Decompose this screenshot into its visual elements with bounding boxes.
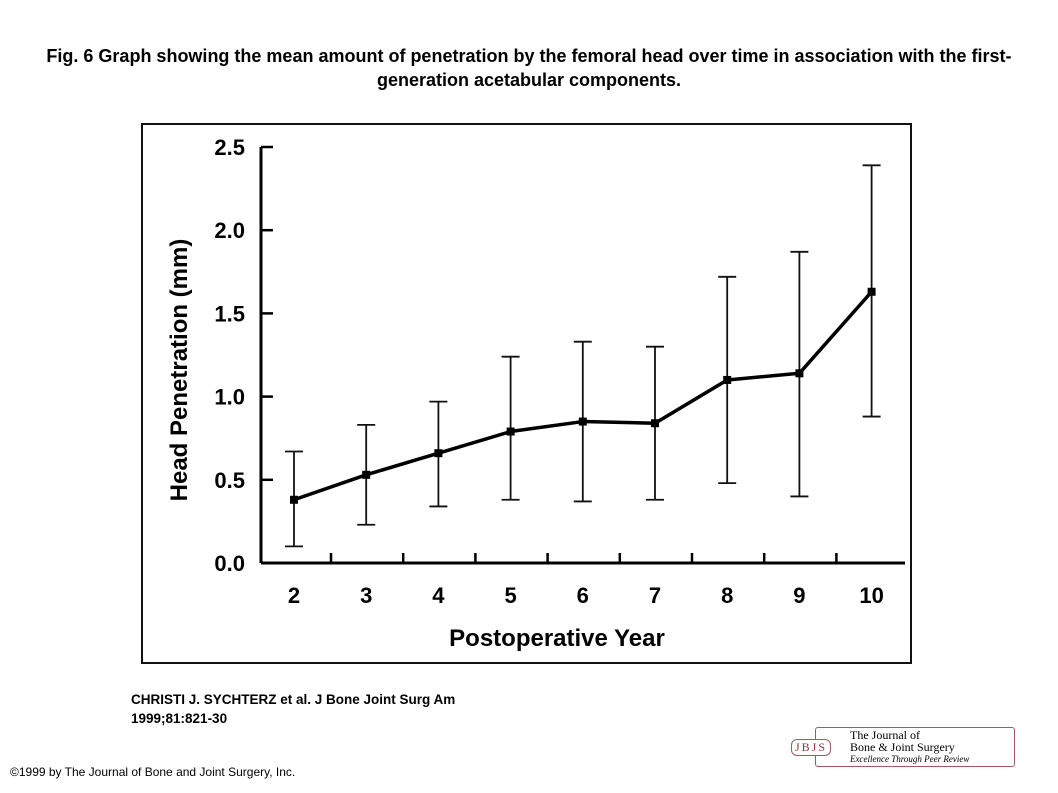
- y-tick-label: 0.0: [214, 551, 245, 576]
- jbjs-logo: JBJS The Journal of Bone & Joint Surgery…: [763, 727, 1018, 771]
- x-tick-label: 2: [288, 583, 300, 608]
- x-tick-label: 6: [577, 583, 589, 608]
- chart-frame: 0.0 0.5 1.0 1.5 2.0 2.5 2 3 4 5 6 7 8 9 10 Postoperativ…: [141, 123, 912, 664]
- figure-caption: Fig. 6 Graph showing the mean amount of …: [46, 46, 1012, 90]
- data-point: [362, 470, 371, 479]
- x-tick-label: 4: [432, 583, 445, 608]
- y-tick-label: 0.5: [214, 468, 245, 493]
- y-tick-label: 2.5: [214, 135, 245, 160]
- x-axis-title: Postoperative Year: [449, 625, 665, 652]
- data-point: [434, 449, 443, 458]
- logo-line-3: Excellence Through Peer Review: [850, 754, 970, 764]
- data-point: [290, 495, 298, 504]
- logo-line-1: The Journal of: [850, 728, 920, 742]
- logo-line-2: Bone & Joint Surgery: [850, 740, 955, 754]
- data-point: [506, 427, 515, 436]
- x-tick-label: 7: [649, 583, 661, 608]
- x-tick-label: 5: [504, 583, 516, 608]
- y-tick-label: 1.5: [214, 301, 245, 326]
- x-tick-label: 9: [793, 583, 805, 608]
- data-point: [723, 375, 732, 384]
- y-axis-title: Head Penetration (mm): [166, 239, 193, 502]
- x-tick-label: 10: [859, 583, 883, 608]
- x-tick-label: 3: [360, 583, 372, 608]
- y-tick-label: 2.0: [214, 218, 245, 243]
- copyright-text: ©1999 by The Journal of Bone and Joint S…: [10, 765, 296, 779]
- citation: CHRISTI J. SYCHTERZ et al. J Bone Joint …: [131, 690, 455, 728]
- data-point: [651, 419, 659, 428]
- citation-volume: 1999;81:821-30: [131, 711, 228, 726]
- penetration-chart: 0.0 0.5 1.0 1.5 2.0 2.5 2 3 4 5 6 7 8 9 10 Postoperativ…: [166, 135, 905, 652]
- x-tick-label: 8: [721, 583, 733, 608]
- y-tick-label: 1.0: [214, 385, 245, 410]
- data-point: [578, 417, 587, 426]
- data-point: [795, 369, 804, 378]
- data-point: [867, 287, 876, 296]
- citation-authors: CHRISTI J. SYCHTERZ et al. J Bone Joint …: [131, 692, 456, 707]
- logo-mark: JBJS: [791, 739, 832, 756]
